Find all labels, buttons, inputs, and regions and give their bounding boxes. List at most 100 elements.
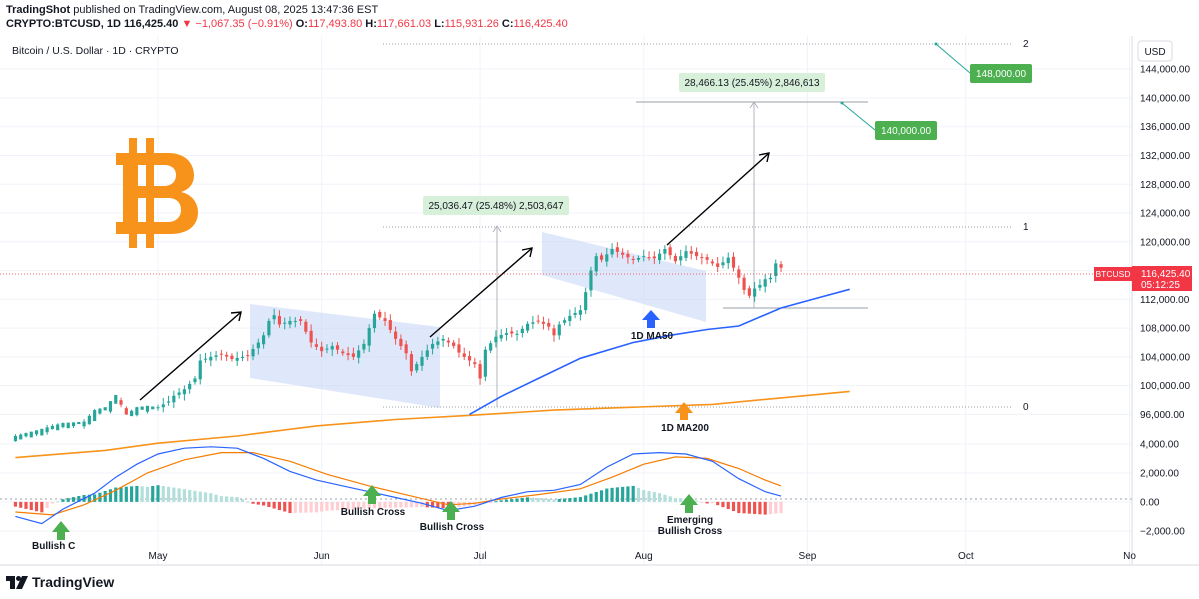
price-tick-label: 132,000.00	[1140, 151, 1190, 162]
candle-body	[774, 263, 778, 277]
candle-body	[66, 422, 70, 429]
macd-histogram-bar	[87, 494, 91, 502]
macd-histogram-bar	[541, 498, 546, 502]
candle-body	[753, 288, 757, 297]
candle-body	[108, 401, 113, 412]
macd-signal-line[interactable]	[15, 452, 782, 516]
macd-histogram-bar	[710, 501, 714, 504]
candle-body	[541, 321, 546, 324]
trend-arrow-2[interactable]	[429, 248, 532, 338]
publisher-name[interactable]: TradingShot	[6, 4, 71, 16]
candle-body	[93, 410, 97, 422]
macd-histogram-bar	[314, 501, 318, 513]
macd-tick-label: 2,000.00	[1140, 468, 1179, 479]
candle-body	[135, 407, 139, 416]
time-tick-label: May	[149, 551, 168, 562]
candle-body	[568, 315, 572, 322]
macd-histogram-bar	[56, 501, 60, 503]
macd-histogram-bar	[130, 486, 134, 502]
macd-histogram-bar	[694, 500, 699, 502]
measure-2-arrowhead	[749, 101, 759, 109]
macd-histogram-bar	[298, 501, 303, 513]
candle-body	[219, 353, 223, 355]
macd-histogram-bar	[394, 501, 398, 508]
tradingview-logo-icon	[6, 575, 28, 589]
candle-body	[362, 343, 366, 350]
macd-line[interactable]	[15, 446, 782, 525]
candle-body	[499, 334, 503, 339]
currency-button[interactable]	[1137, 40, 1173, 62]
target-148k-box[interactable]	[970, 64, 1032, 83]
macd-histogram-bar	[145, 486, 150, 502]
candle-body	[399, 338, 403, 347]
candle-body	[452, 342, 456, 347]
bullish-cross-arrow-icon-1	[52, 521, 70, 540]
macd-histogram-bar	[103, 490, 107, 502]
macd-histogram-bar	[489, 501, 493, 503]
macd-histogram-bar	[230, 496, 234, 502]
bullish-cross-arrow-icon-3	[442, 501, 460, 520]
parallel-channel-2[interactable]	[542, 232, 706, 322]
macd-histogram-bar	[151, 485, 155, 502]
candle-body	[172, 395, 176, 403]
time-tick-label: Aug	[635, 551, 653, 562]
macd-histogram-bar	[716, 501, 720, 506]
macd-histogram-bar	[668, 496, 672, 502]
close-label: C:	[501, 18, 514, 30]
macd-histogram-bar	[156, 485, 160, 502]
trend-arrow-3[interactable]	[666, 153, 769, 246]
macd-histogram-bar	[193, 490, 197, 502]
macd-histogram-bar	[652, 492, 656, 502]
macd-histogram-bar	[404, 501, 408, 508]
candle-body	[320, 346, 324, 352]
candle-body	[457, 344, 461, 353]
macd-histogram-bar	[647, 491, 651, 502]
footer-brand[interactable]: TradingView	[6, 574, 114, 590]
macd-histogram-bar	[562, 498, 567, 502]
macd-histogram-bar	[636, 488, 641, 502]
macd-histogram-bar	[679, 498, 683, 502]
candle-body	[325, 348, 329, 350]
high-label: H:	[365, 18, 377, 30]
ohlc-line: CRYPTO:BTCUSD, 1D 116,425.40 ▼ −1,067.35…	[6, 17, 568, 31]
candle-body	[436, 341, 440, 345]
candle-body	[726, 257, 730, 264]
price-axis-ticks: 144,000.00 140,000.00 136,000.00 132,000.00…	[1140, 65, 1190, 538]
candle-body	[13, 436, 18, 442]
ma50-line[interactable]	[469, 288, 850, 416]
candles	[13, 242, 783, 442]
macd-histogram-bar	[726, 501, 730, 510]
target-140k-box[interactable]	[875, 121, 937, 140]
macd-histogram-bar	[436, 501, 440, 508]
fib-label-1: 1	[1023, 222, 1029, 233]
candle-body	[71, 422, 76, 427]
bullish-cross-cut-label: Bullish C	[32, 541, 75, 552]
macd-histogram-bar	[351, 501, 355, 510]
price-tick-label: 104,000.00	[1140, 352, 1190, 363]
ma200-line[interactable]	[15, 390, 850, 459]
price-tag-box[interactable]	[1132, 266, 1192, 291]
time-tick-label: Oct	[958, 551, 974, 562]
candle-body	[473, 362, 477, 365]
trend-arrow-1[interactable]	[139, 312, 241, 401]
candle-body	[504, 333, 509, 335]
macd-histogram-bar	[304, 501, 308, 513]
macd-histogram-bar	[372, 501, 377, 509]
macd-histogram-bar	[584, 495, 588, 502]
macd-histogram-bar	[621, 486, 625, 502]
measure-1-box[interactable]	[423, 196, 569, 215]
bullish-cross-arrow-icon-2	[363, 485, 381, 504]
candle-body	[50, 425, 54, 430]
macd-histogram-bar	[341, 501, 345, 510]
macd-histogram-bar	[256, 501, 260, 505]
macd-histogram-bar	[114, 487, 118, 502]
parallel-channel-1[interactable]	[250, 304, 440, 408]
candle-body	[351, 353, 355, 357]
candle-body	[478, 364, 482, 379]
macd-histogram-bar	[135, 485, 139, 502]
price-tick-label: 112,000.00	[1140, 295, 1190, 306]
trend-arrow-1-head	[230, 311, 242, 322]
candle-body	[658, 253, 662, 261]
measure-2-box[interactable]	[679, 73, 825, 92]
